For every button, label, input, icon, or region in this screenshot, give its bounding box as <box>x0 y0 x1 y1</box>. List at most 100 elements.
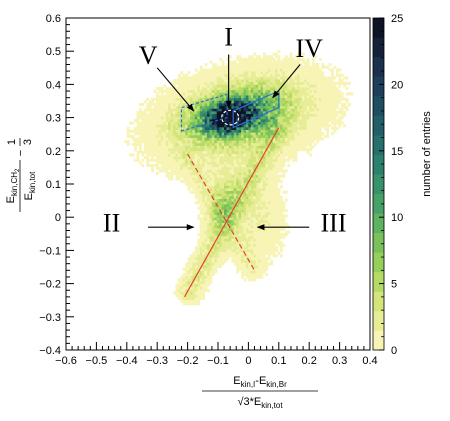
heat-cell <box>236 95 240 99</box>
heat-cell <box>202 153 206 157</box>
heat-cell <box>316 102 320 107</box>
heat-cell <box>216 134 220 138</box>
heat-cell <box>219 108 223 112</box>
heat-cell <box>289 52 293 56</box>
heat-cell <box>241 227 244 231</box>
heat-cell <box>250 153 254 157</box>
heat-cell <box>126 129 130 133</box>
heat-cell <box>233 235 237 239</box>
heat-cell <box>248 219 252 223</box>
heat-cell <box>238 172 242 176</box>
heat-cell <box>306 79 310 83</box>
heat-cell <box>233 105 237 109</box>
heat-cell <box>297 73 300 77</box>
heat-cell <box>202 288 206 292</box>
heat-cell <box>148 100 152 104</box>
heat-cell <box>219 265 223 269</box>
heat-cell <box>202 126 206 130</box>
heat-cell <box>177 291 181 295</box>
heat-cell <box>163 166 167 170</box>
heat-cell <box>228 172 232 176</box>
heat-cell <box>304 129 308 133</box>
heat-cell <box>155 105 159 109</box>
heat-cell <box>255 81 259 85</box>
heat-cell <box>207 121 210 125</box>
heat-cell <box>236 169 240 173</box>
heat-cell <box>262 132 266 136</box>
heat-cell <box>221 214 225 218</box>
heat-cell <box>158 118 162 122</box>
heat-cell <box>284 116 288 120</box>
heat-cell <box>280 254 283 258</box>
heat-cell <box>233 254 237 258</box>
heat-cell <box>138 150 142 154</box>
heat-cell <box>255 238 259 242</box>
heat-cell <box>248 68 252 72</box>
heat-cell <box>216 145 220 149</box>
heat-cell <box>233 100 237 104</box>
heat-cell <box>245 57 249 61</box>
heat-cell <box>185 161 188 165</box>
heat-cell <box>255 100 259 104</box>
heat-cell <box>226 172 230 176</box>
heat-cell <box>297 81 300 85</box>
heat-cell <box>248 145 252 149</box>
y-label-minus: − <box>15 150 27 156</box>
heat-cell <box>187 288 191 292</box>
heat-cell <box>260 79 264 83</box>
heat-cell <box>204 174 208 178</box>
heat-cell <box>297 116 300 120</box>
heat-cell <box>182 288 186 292</box>
heat-cell <box>192 262 196 266</box>
heat-cell <box>185 134 188 138</box>
heat-cell <box>245 190 249 194</box>
heat-cell <box>331 97 334 101</box>
heat-cell <box>323 110 327 115</box>
heat-cell <box>280 126 283 130</box>
heat-cell <box>209 227 213 231</box>
heat-cell <box>255 222 259 226</box>
heat-cell <box>314 87 317 91</box>
heat-cell <box>228 126 232 130</box>
heat-cell <box>185 113 188 117</box>
heat-cell <box>275 153 278 157</box>
heat-cell <box>241 57 244 61</box>
heat-cell <box>197 105 201 109</box>
heat-cell <box>241 153 244 157</box>
heat-cell <box>214 105 218 109</box>
heat-cell <box>207 288 210 292</box>
heat-cell <box>335 87 339 91</box>
heat-cell <box>241 92 244 96</box>
heat-cell <box>282 84 286 88</box>
heat-cell <box>221 201 225 205</box>
heat-cell <box>265 84 269 88</box>
heat-cell <box>258 172 261 176</box>
heat-cell <box>245 259 249 263</box>
heat-cell <box>226 156 230 160</box>
heat-cell <box>207 150 210 154</box>
heat-cell <box>250 118 254 122</box>
heat-cell <box>190 132 193 136</box>
heat-cell <box>248 121 252 125</box>
heat-cell <box>126 140 130 144</box>
heat-cell <box>260 259 264 263</box>
heat-cell <box>253 81 257 85</box>
heat-cell <box>260 187 264 192</box>
heat-cell <box>197 81 201 85</box>
heat-cell <box>190 267 193 271</box>
heat-cell <box>245 206 249 210</box>
heat-cell <box>262 180 266 184</box>
heat-cell <box>275 254 278 258</box>
heat-cell <box>168 140 171 144</box>
heat-cell <box>221 153 225 157</box>
colorbar-frame <box>372 17 385 351</box>
heat-cell <box>202 140 206 144</box>
heat-cell <box>236 153 240 157</box>
heat-cell <box>267 81 271 85</box>
heat-cell <box>224 257 227 261</box>
heat-cell <box>326 126 330 130</box>
heat-cell <box>318 100 322 104</box>
heat-cell <box>275 238 278 242</box>
heat-cell <box>267 55 271 59</box>
heat-cell <box>250 201 254 205</box>
